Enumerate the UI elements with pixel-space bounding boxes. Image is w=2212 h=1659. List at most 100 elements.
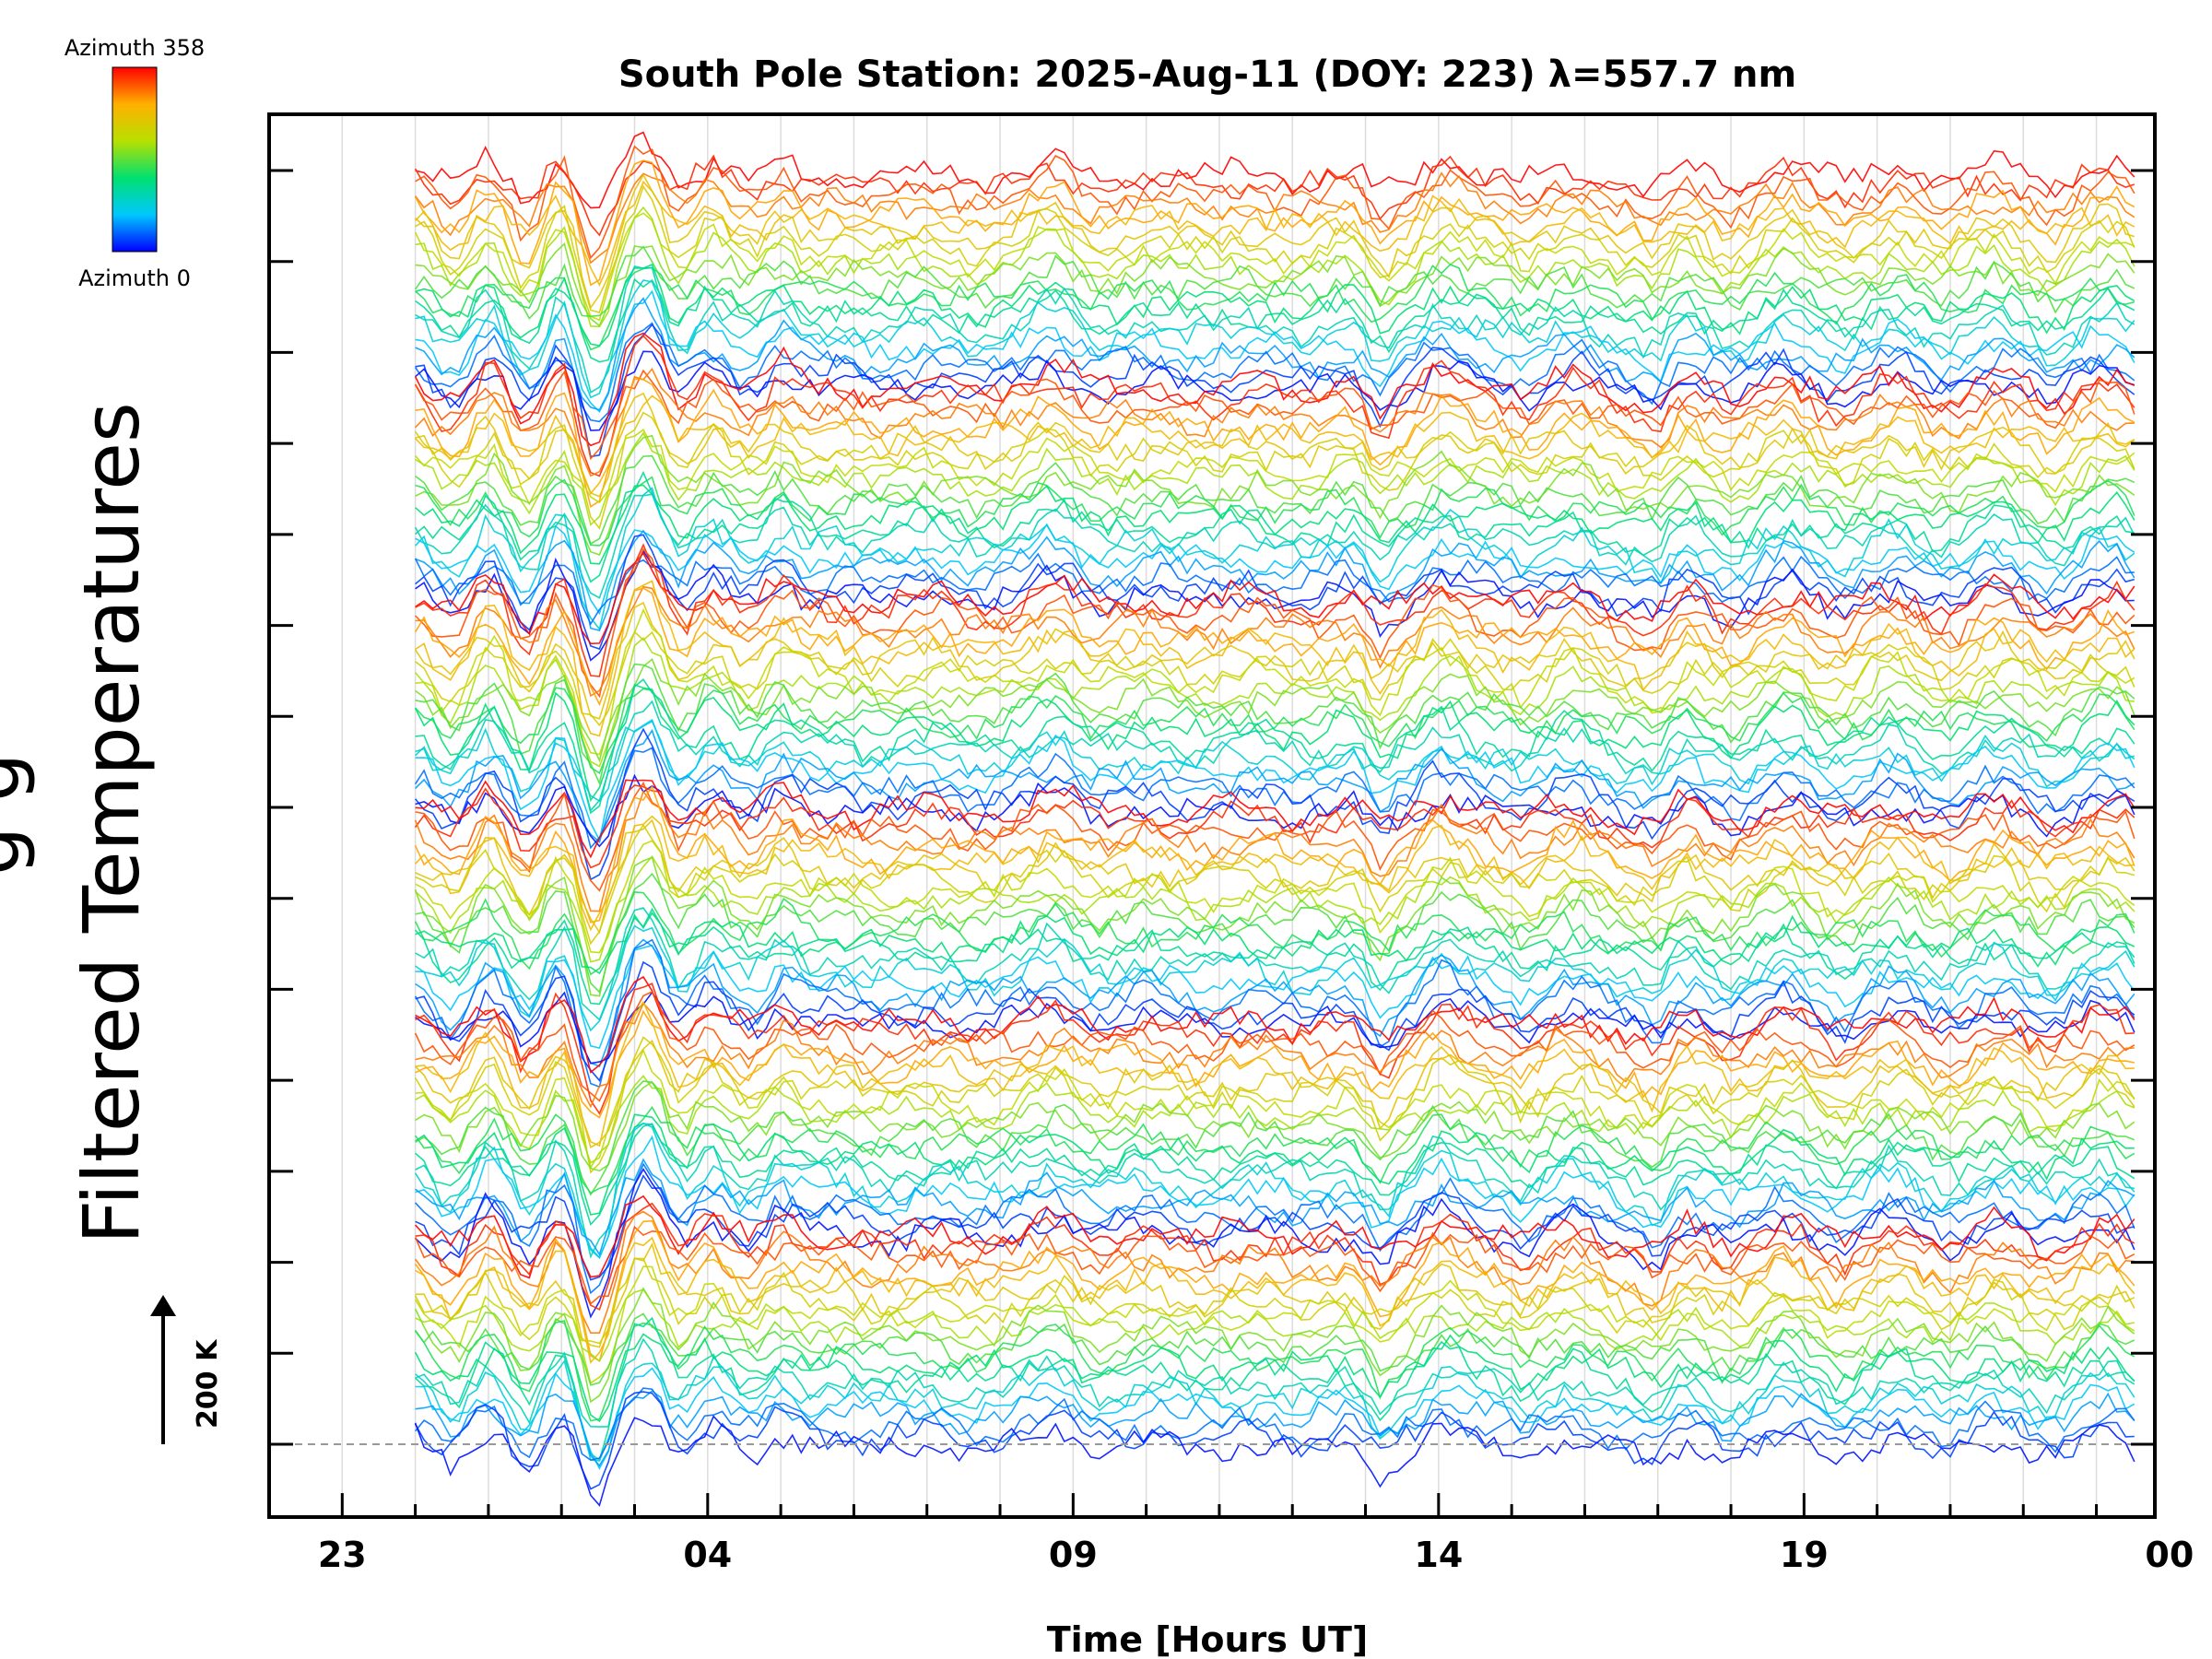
trace-line — [415, 975, 2136, 1074]
trace-line — [415, 392, 2136, 498]
trace-line — [415, 487, 2136, 631]
y-axis — [269, 169, 2155, 1446]
trace-line — [414, 332, 2136, 447]
trace-line — [415, 547, 2136, 699]
trace-line — [415, 1359, 2136, 1462]
trace-line — [415, 131, 2136, 209]
trace-line — [414, 990, 2136, 1102]
trace-line — [414, 1333, 2136, 1423]
x-tick-label: 19 — [1780, 1535, 1829, 1575]
trace-line — [414, 747, 2136, 850]
x-tick-label: 00 — [2145, 1535, 2194, 1575]
trace-line — [415, 907, 2136, 1006]
x-axis-label: Time [Hours UT] — [1047, 1619, 1369, 1659]
trace-line — [415, 1075, 2136, 1170]
trace-line — [414, 1036, 2136, 1174]
trace-line — [415, 815, 2135, 932]
trace-line — [415, 1123, 2136, 1227]
colorbar — [112, 66, 158, 253]
trace-line — [415, 1123, 2135, 1259]
trace-line — [414, 159, 2136, 287]
trace-line — [415, 823, 2136, 946]
trace-line — [415, 534, 2136, 651]
trace-line — [415, 840, 2136, 954]
trace-line — [414, 1265, 2136, 1384]
trace-line — [415, 1039, 2136, 1148]
plot-frame — [267, 112, 2157, 1519]
trace-line — [415, 944, 2136, 1050]
trace-line — [415, 630, 2136, 727]
colorbar-top-label: Azimuth 358 — [65, 35, 205, 61]
trace-line — [414, 335, 2136, 477]
trace-line — [415, 960, 2136, 1082]
trace-line — [414, 1387, 2136, 1462]
trace-line — [415, 607, 2136, 756]
trace-line — [415, 1337, 2136, 1428]
trace-line — [415, 1316, 2136, 1462]
trace-line — [414, 322, 2136, 423]
trace-line — [414, 1122, 2136, 1260]
trace-line — [415, 180, 2136, 287]
trace-line — [415, 728, 2136, 844]
trace-line — [415, 551, 2136, 645]
trace-line — [415, 1202, 2136, 1311]
trace-line — [415, 323, 2136, 458]
trace-line — [415, 1002, 2135, 1109]
trace-line — [415, 1390, 2136, 1467]
trace-line — [415, 549, 2135, 662]
trace-line — [415, 350, 2136, 431]
trace-line — [415, 279, 2136, 399]
trace-line — [415, 924, 2136, 1032]
x-tick-label: 09 — [1049, 1535, 1098, 1575]
trace-line — [414, 784, 2136, 924]
scale-bar-label: 200 K — [192, 1338, 224, 1429]
trace-line — [415, 241, 2136, 327]
y-axis-label-clipped: g g — [0, 753, 37, 876]
trace-line — [414, 891, 2136, 976]
x-tick-label: 14 — [1414, 1535, 1463, 1575]
trace-line — [415, 184, 2136, 313]
trace-line — [415, 265, 2136, 394]
trace-group — [414, 131, 2136, 1507]
colorbar-bottom-label: Azimuth 0 — [78, 265, 191, 291]
trace-line — [415, 264, 2136, 351]
trace-line — [415, 1048, 2136, 1164]
trace-line — [415, 912, 2136, 975]
trace-line — [414, 727, 2136, 881]
trace-line — [415, 1009, 2135, 1119]
trace-line — [415, 454, 2136, 546]
trace-line — [415, 297, 2136, 411]
trace-line — [415, 470, 2135, 583]
trace-line — [414, 856, 2136, 997]
trace-line — [415, 1158, 2136, 1256]
trace-line — [415, 700, 2136, 812]
trace-line — [415, 678, 2136, 815]
trace-line — [415, 277, 2136, 363]
y-axis-label: Filtered Temperatures — [66, 402, 157, 1244]
trace-line — [415, 818, 2136, 935]
x-tick-label: 23 — [318, 1535, 367, 1575]
trace-line — [415, 1367, 2136, 1470]
trace-line — [415, 663, 2136, 786]
trace-line — [414, 587, 2136, 707]
trace-line — [414, 1391, 2135, 1490]
trace-line — [414, 938, 2136, 1088]
trace-line — [414, 683, 2136, 803]
trace-line — [415, 289, 2136, 414]
trace-line — [414, 784, 2136, 869]
trace-line — [415, 1288, 2135, 1363]
trace-line — [415, 1174, 2135, 1281]
trace-line — [415, 657, 2136, 763]
trace-line — [415, 1236, 2136, 1364]
x-axis: 23 04 09 14 19 00 — [267, 1493, 2194, 1575]
trace-line — [415, 173, 2136, 310]
trace-line — [414, 1225, 2136, 1305]
trace-line — [415, 1162, 2136, 1295]
trace-line — [415, 543, 2136, 677]
chart-title: South Pole Station: 2025-Aug-11 (DOY: 22… — [618, 53, 1796, 96]
x-tick-label: 04 — [683, 1535, 732, 1575]
trace-line — [414, 1287, 2136, 1404]
trace-line — [414, 245, 2136, 320]
trace-line — [415, 782, 2136, 892]
